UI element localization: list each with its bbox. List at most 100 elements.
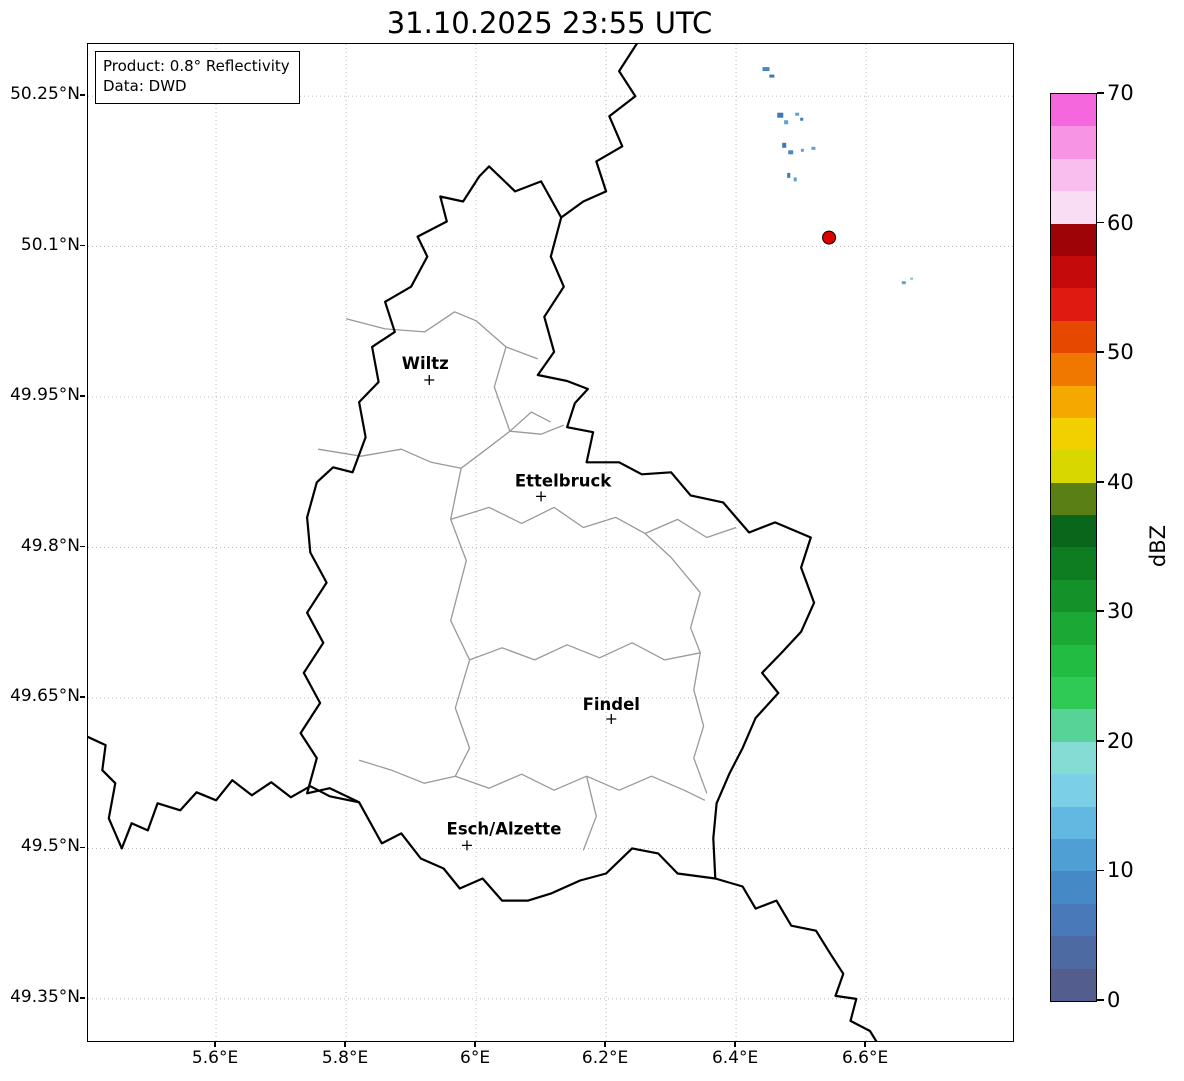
- colorbar-segment: [1051, 871, 1096, 904]
- district-border: [450, 468, 471, 777]
- colorbar-tick-mark: [1097, 351, 1104, 353]
- district-border: [345, 311, 539, 360]
- colorbar-segment: [1051, 223, 1096, 256]
- radar-echo: [800, 148, 804, 152]
- colorbar-segment: [1051, 579, 1096, 613]
- colorbar-tick-mark: [1097, 740, 1104, 742]
- y-tick-mark: [80, 395, 85, 397]
- colorbar-tick-label: 30: [1107, 599, 1134, 624]
- x-tick-mark: [214, 1042, 216, 1047]
- x-tick-mark: [734, 1042, 736, 1047]
- radar-echo: [784, 120, 789, 125]
- colorbar-tick-label: 70: [1107, 81, 1134, 105]
- colorbar-segment: [1051, 838, 1096, 872]
- city-plus-marker: [536, 491, 547, 502]
- y-tick-label: 50.25°N: [10, 84, 80, 105]
- district-border: [582, 776, 597, 851]
- city-label: Wiltz: [402, 354, 449, 373]
- x-tick-mark: [344, 1042, 346, 1047]
- radar-site-marker: [822, 230, 837, 245]
- radar-echo: [910, 277, 914, 280]
- y-tick-mark: [80, 696, 85, 698]
- france-germany-border: [714, 877, 878, 1041]
- y-tick-mark: [80, 846, 85, 849]
- colorbar-tick-label: 0: [1107, 988, 1121, 1012]
- map-canvas: Wiltz Ettelbruck Findel Esch/Alzette: [88, 44, 1013, 1041]
- radar-echo: [795, 112, 800, 116]
- x-tick-mark: [604, 1042, 606, 1047]
- colorbar-segment: [1051, 903, 1096, 937]
- radar-echo: [762, 67, 770, 72]
- colorbar-segment: [1051, 385, 1096, 418]
- colorbar-tick-label: 40: [1107, 469, 1134, 494]
- colorbar-tick-mark: [1097, 221, 1104, 224]
- x-tick-label: 6.4°E: [711, 1048, 759, 1068]
- district-border: [493, 346, 511, 432]
- x-tick-label: 5.8°E: [321, 1048, 369, 1068]
- colorbar-segment: [1051, 288, 1096, 321]
- colorbar-segment: [1051, 968, 1096, 1001]
- colorbar-segments: [1051, 94, 1096, 1001]
- colorbar-axis-label: dBZ: [1146, 524, 1170, 568]
- y-tick-mark: [80, 997, 85, 999]
- map-plot: Wiltz Ettelbruck Findel Esch/Alzette Produc…: [87, 43, 1014, 1042]
- city-plus-marker: [461, 840, 472, 851]
- city-label: Esch/Alzette: [447, 819, 562, 838]
- colorbar-segment: [1051, 482, 1096, 516]
- colorbar-segment: [1051, 126, 1096, 159]
- y-tick-mark: [80, 244, 85, 247]
- luxembourg-outline: [299, 165, 816, 902]
- y-tick-mark: [80, 545, 85, 548]
- district-border: [689, 592, 708, 794]
- info-box-data-line: Data: DWD: [103, 77, 187, 96]
- colorbar: [1050, 93, 1097, 1002]
- city-plus-marker: [424, 375, 435, 386]
- radar-echo: [901, 281, 906, 285]
- info-box-product-line: Product: 0.8° Reflectivity: [103, 57, 290, 75]
- colorbar-tick-mark: [1097, 610, 1104, 613]
- france-belgium-border: [88, 735, 361, 850]
- district-border: [469, 642, 701, 661]
- district-border: [317, 448, 462, 469]
- colorbar-segment: [1051, 774, 1096, 807]
- city-label: Findel: [583, 695, 640, 714]
- x-tick-mark: [474, 1042, 476, 1047]
- radar-echo: [787, 172, 791, 178]
- district-border: [460, 424, 565, 469]
- colorbar-tick-mark: [1097, 999, 1104, 1001]
- colorbar-tick-mark: [1097, 92, 1104, 94]
- city-plus-marker: [606, 714, 617, 725]
- belgium-germany-border: [560, 44, 638, 219]
- radar-echo: [811, 146, 816, 150]
- colorbar-segment: [1051, 255, 1096, 289]
- colorbar-segment: [1051, 806, 1096, 839]
- y-tick-label: 49.5°N: [20, 836, 80, 857]
- info-box: Product: 0.8° Reflectivity Data: DWD: [95, 51, 300, 104]
- radar-echo: [793, 177, 797, 182]
- colorbar-segment: [1051, 547, 1096, 580]
- district-border: [450, 506, 737, 539]
- y-tick-mark: [80, 94, 85, 96]
- colorbar-segment: [1051, 936, 1096, 969]
- colorbar-segment: [1051, 191, 1096, 224]
- x-tick-mark: [864, 1042, 866, 1047]
- colorbar-segment: [1051, 709, 1096, 742]
- y-tick-label: 49.8°N: [20, 535, 80, 556]
- colorbar-tick-mark: [1097, 869, 1104, 872]
- colorbar-tick-label: 60: [1107, 210, 1134, 235]
- district-border: [358, 759, 706, 801]
- radar-echo: [769, 74, 775, 78]
- colorbar-segment: [1051, 612, 1096, 645]
- colorbar-segment: [1051, 515, 1096, 548]
- city-label: Ettelbruck: [515, 471, 612, 490]
- y-tick-label: 49.35°N: [10, 986, 80, 1007]
- colorbar-segment: [1051, 158, 1096, 192]
- colorbar-tick-mark: [1097, 480, 1104, 483]
- x-tick-label: 5.6°E: [191, 1048, 239, 1068]
- colorbar-tick-label: 20: [1107, 728, 1134, 753]
- colorbar-tick-label: 50: [1107, 340, 1134, 365]
- colorbar-segment: [1051, 94, 1096, 127]
- y-tick-label: 49.95°N: [10, 385, 80, 406]
- colorbar-tick-label: 10: [1107, 858, 1134, 883]
